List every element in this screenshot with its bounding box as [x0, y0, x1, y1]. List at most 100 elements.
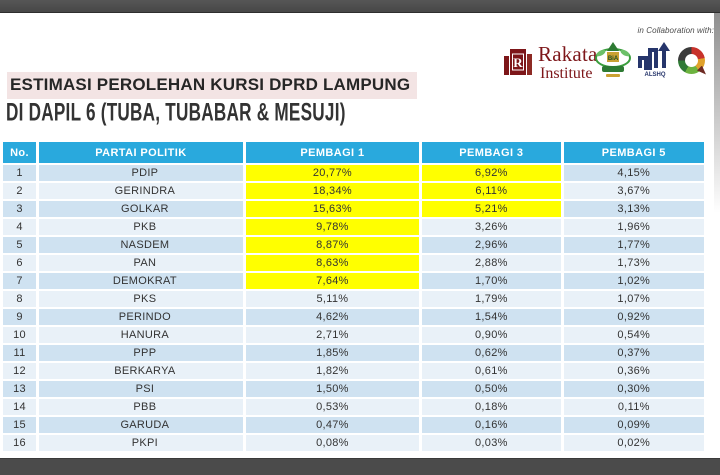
pembagi1-cell: 7,64%: [245, 273, 420, 289]
pembagi1-cell: 4,62%: [245, 309, 420, 325]
row-number-cell: 9: [3, 309, 37, 325]
party-name-cell: PAN: [39, 255, 243, 271]
row-number-cell: 15: [3, 417, 37, 433]
pembagi5-cell: 4,15%: [563, 165, 704, 181]
frame-edge-shadow: [714, 13, 720, 213]
party-name-cell: PSI: [39, 381, 243, 397]
table-row: 15 GARUDA 0,47% 0,16% 0,09%: [3, 417, 704, 433]
row-number-cell: 3: [3, 201, 37, 217]
party-name-cell: NASDEM: [39, 237, 243, 253]
row-number-cell: 2: [3, 183, 37, 199]
pembagi3-cell: 5,21%: [422, 201, 561, 217]
pembagi3-cell: 1,70%: [422, 273, 561, 289]
party-name-cell: DEMOKRAT: [39, 273, 243, 289]
pembagi5-cell: 0,02%: [563, 435, 704, 451]
pembagi1-cell: 5,11%: [245, 291, 420, 307]
slide-title-line2: DI DAPIL 6 (TUBA, TUBABAR & MESUJI): [6, 98, 346, 126]
party-name-cell: GERINDRA: [39, 183, 243, 199]
table-row: 6 PAN 8,63% 2,88% 1,73%: [3, 255, 704, 271]
table-row: 5 NASDEM 8,87% 2,96% 1,77%: [3, 237, 704, 253]
collaboration-logos: BiA ALSHQ: [594, 38, 714, 82]
row-number-cell: 14: [3, 399, 37, 415]
row-number-cell: 12: [3, 363, 37, 379]
pembagi3-cell: 2,88%: [422, 255, 561, 271]
pembagi3-cell: 0,61%: [422, 363, 561, 379]
brand-name-top: Rakata: [538, 42, 598, 66]
pembagi3-cell: 0,16%: [422, 417, 561, 433]
pembagi5-cell: 1,77%: [563, 237, 704, 253]
pembagi3-cell: 0,62%: [422, 345, 561, 361]
table-row: 9 PERINDO 4,62% 1,54% 0,92%: [3, 309, 704, 325]
rakata-institute-logo: R Rakata Institute: [503, 44, 598, 82]
row-number-cell: 11: [3, 345, 37, 361]
row-number-cell: 10: [3, 327, 37, 343]
row-number-cell: 5: [3, 237, 37, 253]
pembagi3-cell: 6,11%: [422, 183, 561, 199]
table-header-row: No. PARTAI POLITIK PEMBAGI 1 PEMBAGI 3 PEMBA…: [3, 142, 704, 163]
row-number-cell: 7: [3, 273, 37, 289]
pembagi5-cell: 0,09%: [563, 417, 704, 433]
party-name-cell: GARUDA: [39, 417, 243, 433]
pembagi1-cell: 9,78%: [245, 219, 420, 235]
pembagi5-cell: 1,02%: [563, 273, 704, 289]
table-row: 12 BERKARYA 1,82% 0,61% 0,36%: [3, 363, 704, 379]
pembagi1-cell: 20,77%: [245, 165, 420, 181]
seat-estimation-table: No. PARTAI POLITIK PEMBAGI 1 PEMBAGI 3 PEMBA…: [0, 140, 707, 453]
svg-text:R: R: [513, 55, 523, 70]
row-number-cell: 13: [3, 381, 37, 397]
party-name-cell: PKB: [39, 219, 243, 235]
table-row: 3 GOLKAR 15,63% 5,21% 3,13%: [3, 201, 704, 217]
pembagi5-cell: 0,11%: [563, 399, 704, 415]
party-name-cell: PKPI: [39, 435, 243, 451]
table-row: 4 PKB 9,78% 3,26% 1,96%: [3, 219, 704, 235]
pembagi1-cell: 18,34%: [245, 183, 420, 199]
green-emblem-icon: BiA: [595, 42, 631, 77]
collaboration-label: in Collaboration with:: [637, 26, 714, 35]
pembagi1-cell: 15,63%: [245, 201, 420, 217]
table-row: 13 PSI 1,50% 0,50% 0,30%: [3, 381, 704, 397]
pembagi5-cell: 0,30%: [563, 381, 704, 397]
table-row: 7 DEMOKRAT 7,64% 1,70% 1,02%: [3, 273, 704, 289]
table-row: 2 GERINDRA 18,34% 6,11% 3,67%: [3, 183, 704, 199]
column-header-2: PEMBAGI 1: [245, 142, 420, 163]
svg-text:BiA: BiA: [608, 56, 619, 62]
table-row: 8 PKS 5,11% 1,79% 1,07%: [3, 291, 704, 307]
alshq-logo-icon: ALSHQ: [638, 42, 670, 78]
pembagi5-cell: 1,07%: [563, 291, 704, 307]
pembagi5-cell: 1,96%: [563, 219, 704, 235]
row-number-cell: 1: [3, 165, 37, 181]
party-name-cell: PERINDO: [39, 309, 243, 325]
party-name-cell: PDIP: [39, 165, 243, 181]
row-number-cell: 16: [3, 435, 37, 451]
table-row: 11 PPP 1,85% 0,62% 0,37%: [3, 345, 704, 361]
pembagi5-cell: 0,54%: [563, 327, 704, 343]
pembagi1-cell: 1,85%: [245, 345, 420, 361]
table-row: 14 PBB 0,53% 0,18% 0,11%: [3, 399, 704, 415]
brand-name-bottom: Institute: [540, 65, 593, 82]
table-row: 16 PKPI 0,08% 0,03% 0,02%: [3, 435, 704, 451]
party-name-cell: PBB: [39, 399, 243, 415]
column-header-3: PEMBAGI 3: [422, 142, 561, 163]
pembagi1-cell: 0,53%: [245, 399, 420, 415]
pembagi5-cell: 3,67%: [563, 183, 704, 199]
pembagi1-cell: 2,71%: [245, 327, 420, 343]
column-header-1: PARTAI POLITIK: [39, 142, 243, 163]
q-circle-logo-icon: [678, 46, 706, 75]
alshq-label: ALSHQ: [645, 72, 666, 78]
party-name-cell: PKS: [39, 291, 243, 307]
pembagi1-cell: 1,82%: [245, 363, 420, 379]
collaboration-block: in Collaboration with: BiA ALSHQ: [594, 26, 714, 82]
table-row: 10 HANURA 2,71% 0,90% 0,54%: [3, 327, 704, 343]
table-row: 1 PDIP 20,77% 6,92% 4,15%: [3, 165, 704, 181]
pembagi3-cell: 0,03%: [422, 435, 561, 451]
pembagi3-cell: 3,26%: [422, 219, 561, 235]
pembagi5-cell: 0,92%: [563, 309, 704, 325]
pembagi1-cell: 8,87%: [245, 237, 420, 253]
letterbox-bottom-bar: [0, 458, 720, 475]
pembagi5-cell: 3,13%: [563, 201, 704, 217]
party-name-cell: HANURA: [39, 327, 243, 343]
party-name-cell: GOLKAR: [39, 201, 243, 217]
letterbox-top-bar: [0, 0, 720, 13]
pembagi1-cell: 0,47%: [245, 417, 420, 433]
pembagi3-cell: 0,50%: [422, 381, 561, 397]
